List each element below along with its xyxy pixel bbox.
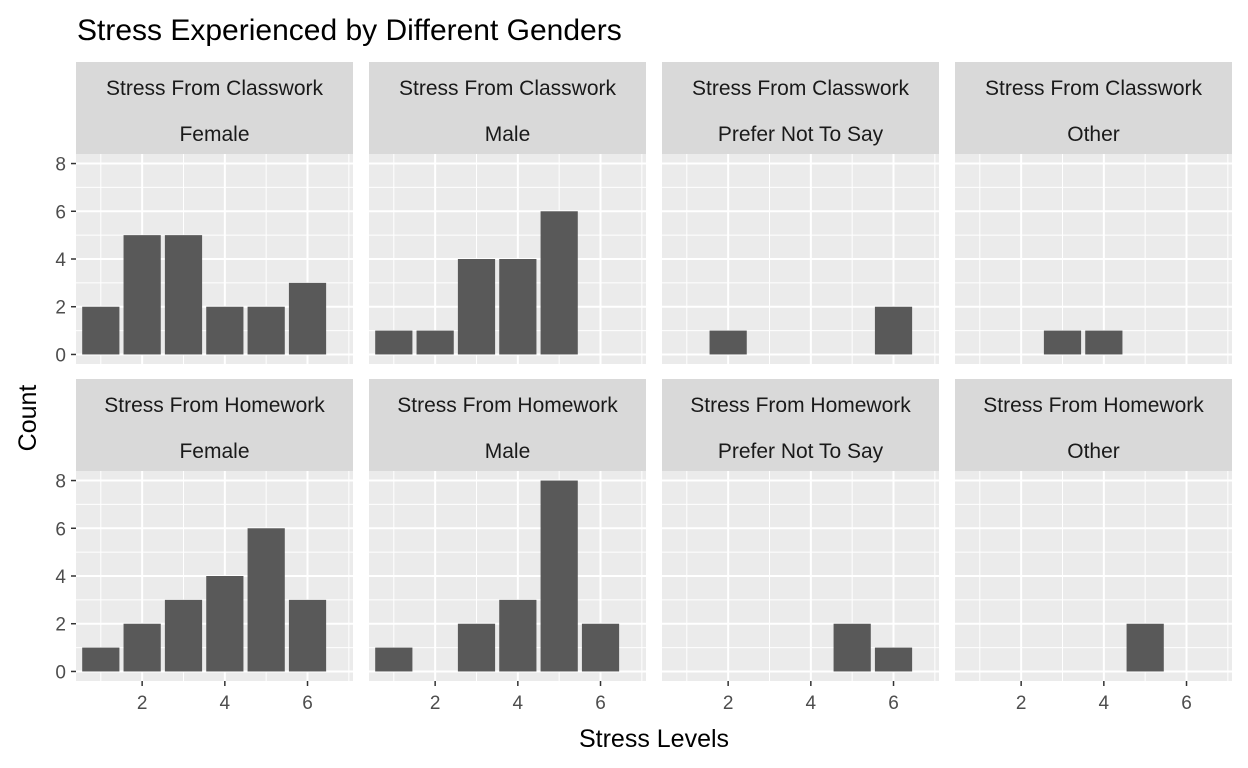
facet-strip: [662, 62, 939, 154]
facet-strip: [76, 62, 353, 154]
x-tick-label: 4: [220, 693, 231, 714]
x-axis-label: Stress Levels: [579, 725, 729, 753]
facet-strip: [955, 379, 1232, 471]
facet-panel: Stress From Homework Male: [369, 379, 646, 681]
strip-label-stress-type: Stress From Homework: [104, 394, 325, 417]
y-tick-label: 0: [55, 662, 66, 683]
strip-label-stress-type: Stress From Homework: [397, 394, 618, 417]
x-tick-label: 4: [1099, 693, 1110, 714]
bar: [164, 599, 203, 672]
bar: [82, 647, 120, 672]
strip-label-stress-type: Stress From Classwork: [985, 77, 1203, 100]
strip-label-stress-type: Stress From Homework: [690, 394, 911, 417]
bar: [288, 599, 327, 672]
bar: [206, 576, 244, 672]
strip-label-gender: Male: [485, 123, 531, 146]
facet-panel: Stress From Classwork Female: [76, 62, 353, 364]
bar: [1126, 623, 1164, 672]
bar: [499, 599, 537, 672]
bar: [833, 623, 871, 672]
bar: [164, 235, 203, 355]
facet-panel: Stress From Classwork Prefer Not To Say: [662, 62, 939, 364]
x-tick-label: 4: [806, 693, 817, 714]
facet-panel: Stress From Classwork Male: [369, 62, 646, 364]
strip-label-stress-type: Stress From Classwork: [692, 77, 910, 100]
bar: [581, 623, 620, 672]
bar: [375, 647, 413, 672]
bar: [499, 259, 537, 355]
bar: [709, 330, 747, 355]
bar: [288, 282, 327, 355]
bar: [540, 480, 578, 672]
y-tick-label: 2: [55, 298, 66, 319]
bar: [123, 623, 161, 672]
y-tick-label: 8: [55, 472, 66, 493]
strip-label-gender: Other: [1067, 123, 1120, 146]
facet-strip: [662, 379, 939, 471]
bar: [457, 259, 496, 355]
x-tick-label: 2: [1016, 693, 1027, 714]
x-tick-label: 6: [888, 693, 899, 714]
bar: [540, 211, 578, 355]
y-tick-label: 2: [55, 615, 66, 636]
strip-label-gender: Female: [179, 440, 249, 463]
facet-panel: Stress From Classwork Other: [955, 62, 1232, 364]
facet-panel: Stress From Homework Other: [955, 379, 1232, 681]
bar: [375, 330, 413, 355]
facet-strip: [369, 62, 646, 154]
bar: [247, 528, 285, 672]
bar: [206, 306, 244, 355]
facet-strip: [369, 379, 646, 471]
facet-strip: [955, 62, 1232, 154]
y-tick-label: 6: [55, 519, 66, 540]
strip-label-gender: Other: [1067, 440, 1120, 463]
bar: [416, 330, 454, 355]
bar: [457, 623, 496, 672]
strip-label-gender: Prefer Not To Say: [718, 440, 884, 463]
bar: [1043, 330, 1082, 355]
x-tick-label: 6: [302, 693, 313, 714]
x-tick-label: 2: [430, 693, 441, 714]
chart-title: Stress Experienced by Different Genders: [77, 14, 622, 47]
facet-panel: Stress From Homework Female: [76, 379, 353, 681]
bar: [874, 647, 913, 672]
y-tick-label: 4: [55, 567, 66, 588]
strip-label-gender: Prefer Not To Say: [718, 123, 884, 146]
strip-label-gender: Male: [485, 440, 531, 463]
bar: [82, 306, 120, 355]
strip-label-stress-type: Stress From Classwork: [106, 77, 324, 100]
x-tick-label: 2: [137, 693, 148, 714]
facet-panel: Stress From Homework Prefer Not To Say: [662, 379, 939, 681]
strip-label-gender: Female: [179, 123, 249, 146]
bar: [247, 306, 285, 355]
y-tick-label: 4: [55, 250, 66, 271]
y-tick-label: 6: [55, 202, 66, 223]
x-tick-label: 6: [1181, 693, 1192, 714]
x-tick-label: 6: [595, 693, 606, 714]
x-tick-label: 4: [513, 693, 524, 714]
bar: [1085, 330, 1123, 355]
strip-label-stress-type: Stress From Homework: [983, 394, 1204, 417]
y-axis-label: Count: [14, 385, 42, 452]
y-tick-label: 0: [55, 345, 66, 366]
bar: [874, 306, 913, 355]
y-tick-label: 8: [55, 155, 66, 176]
strip-label-stress-type: Stress From Classwork: [399, 77, 617, 100]
bar: [123, 235, 161, 355]
x-tick-label: 2: [723, 693, 734, 714]
facet-strip: [76, 379, 353, 471]
